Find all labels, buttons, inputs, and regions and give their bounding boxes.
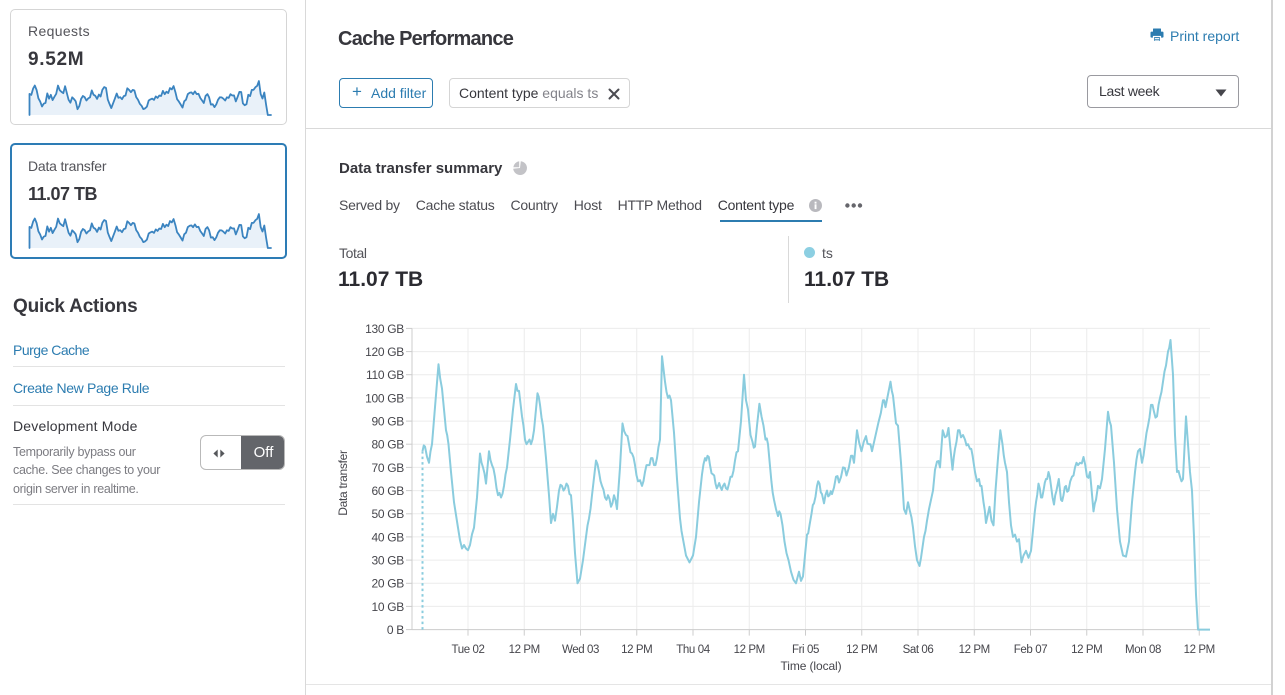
svg-text:70 GB: 70 GB (371, 461, 404, 475)
svg-text:50 GB: 50 GB (371, 507, 404, 521)
svg-text:Data transfer: Data transfer (336, 450, 350, 516)
svg-text:60 GB: 60 GB (371, 484, 404, 498)
svg-text:Feb 07: Feb 07 (1014, 644, 1047, 656)
svg-text:100 GB: 100 GB (365, 391, 404, 405)
svg-text:12 PM: 12 PM (509, 644, 540, 656)
svg-text:Mon 08: Mon 08 (1125, 644, 1161, 656)
svg-text:12 PM: 12 PM (621, 644, 652, 656)
svg-text:Thu 04: Thu 04 (676, 644, 710, 656)
svg-text:20 GB: 20 GB (371, 577, 404, 591)
svg-text:Sat 06: Sat 06 (903, 644, 934, 656)
svg-text:120 GB: 120 GB (365, 345, 404, 359)
svg-text:12 PM: 12 PM (959, 644, 990, 656)
svg-text:12 PM: 12 PM (1071, 644, 1102, 656)
svg-text:130 GB: 130 GB (365, 322, 404, 336)
svg-text:Fri 05: Fri 05 (792, 644, 819, 656)
svg-text:Time (local): Time (local) (780, 659, 841, 673)
svg-text:12 PM: 12 PM (846, 644, 877, 656)
svg-text:12 PM: 12 PM (734, 644, 765, 656)
svg-text:0 B: 0 B (387, 623, 404, 637)
svg-text:Tue 02: Tue 02 (452, 644, 485, 656)
svg-text:30 GB: 30 GB (371, 554, 404, 568)
svg-text:10 GB: 10 GB (371, 600, 404, 614)
svg-text:90 GB: 90 GB (371, 415, 404, 429)
svg-text:12 PM: 12 PM (1184, 644, 1215, 656)
svg-text:110 GB: 110 GB (366, 368, 404, 382)
svg-text:40 GB: 40 GB (371, 530, 404, 544)
svg-text:80 GB: 80 GB (371, 438, 404, 452)
svg-text:Wed 03: Wed 03 (562, 644, 599, 656)
